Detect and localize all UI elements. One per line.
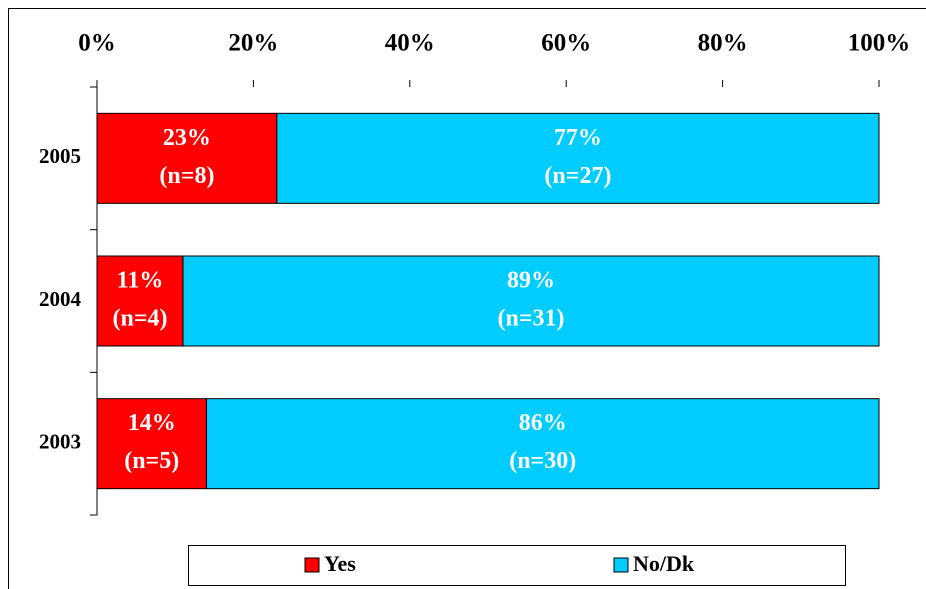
data-label-n: (n=31) [498, 306, 565, 332]
x-tick-label: 40% [385, 30, 435, 57]
bar-segment [96, 112, 278, 204]
data-label-n: (n=30) [509, 448, 576, 474]
data-label: 86% [519, 410, 567, 436]
x-tick-label: 20% [228, 30, 278, 57]
legend-box [188, 545, 846, 586]
data-label: 89% [507, 268, 555, 294]
y-tick-label: 2005 [39, 144, 81, 168]
data-label: 14% [128, 410, 176, 436]
data-label-n: (n=4) [113, 306, 168, 332]
legend-swatch [304, 557, 320, 573]
data-label-n: (n=8) [159, 163, 214, 189]
x-tick-label: 60% [541, 30, 591, 57]
x-tick-label: 0% [78, 30, 116, 57]
data-label-n: (n=5) [124, 448, 179, 474]
data-label: 77% [554, 125, 602, 151]
bar-segment [96, 398, 207, 490]
legend-label: No/Dk [633, 551, 695, 576]
legend-label: Yes [324, 551, 356, 576]
y-tick-label: 2003 [39, 429, 81, 453]
data-label: 23% [163, 125, 211, 151]
x-tick-label: 80% [698, 30, 748, 57]
x-tick-label: 100% [848, 30, 911, 57]
bar-segment [96, 255, 184, 347]
chart-border [8, 8, 926, 589]
bar-segment [276, 112, 880, 204]
bar-segment [182, 255, 880, 347]
bar-segment [205, 398, 880, 490]
data-label: 11% [117, 268, 164, 294]
data-label-n: (n=27) [544, 163, 611, 189]
y-tick-label: 2004 [39, 287, 82, 311]
legend-swatch [613, 557, 629, 573]
